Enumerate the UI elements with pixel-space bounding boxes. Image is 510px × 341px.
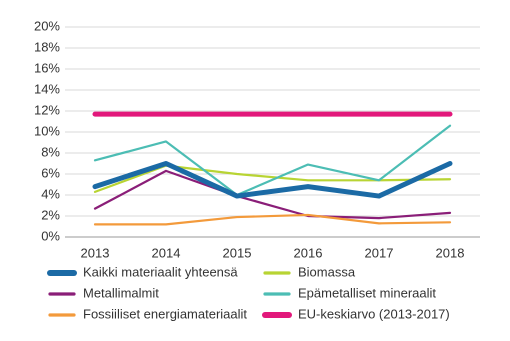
x-tick-label: 2015 <box>223 245 252 260</box>
y-tick-label: 18% <box>34 39 60 54</box>
y-tick-label: 2% <box>41 207 60 222</box>
y-tick-label: 16% <box>34 60 60 75</box>
legend-label: Metallimalmit <box>83 285 159 300</box>
y-tick-label: 12% <box>34 102 60 117</box>
x-tick-label: 2014 <box>152 245 181 260</box>
legend-label: EU-keskiarvo (2013-2017) <box>298 306 450 321</box>
y-tick-label: 14% <box>34 81 60 96</box>
x-tick-label: 2013 <box>81 245 110 260</box>
y-tick-label: 10% <box>34 123 60 138</box>
x-tick-label: 2016 <box>294 245 323 260</box>
series-line <box>93 124 452 197</box>
y-tick-label: 20% <box>34 18 60 33</box>
series-line <box>93 169 452 220</box>
legend-label: Kaikki materiaalit yhteensä <box>83 264 238 279</box>
y-tick-label: 8% <box>41 144 60 159</box>
legend-label: Biomassa <box>298 264 356 279</box>
legend-label: Epämetalliset mineraalit <box>298 285 436 300</box>
y-tick-label: 0% <box>41 228 60 243</box>
legend-label: Fossiiliset energiamateriaalit <box>83 306 247 321</box>
series-line <box>92 161 453 199</box>
x-tick-label: 2018 <box>436 245 465 260</box>
y-tick-label: 6% <box>41 165 60 180</box>
x-tick-label: 2017 <box>365 245 394 260</box>
y-tick-label: 4% <box>41 186 60 201</box>
series-line <box>93 213 452 226</box>
